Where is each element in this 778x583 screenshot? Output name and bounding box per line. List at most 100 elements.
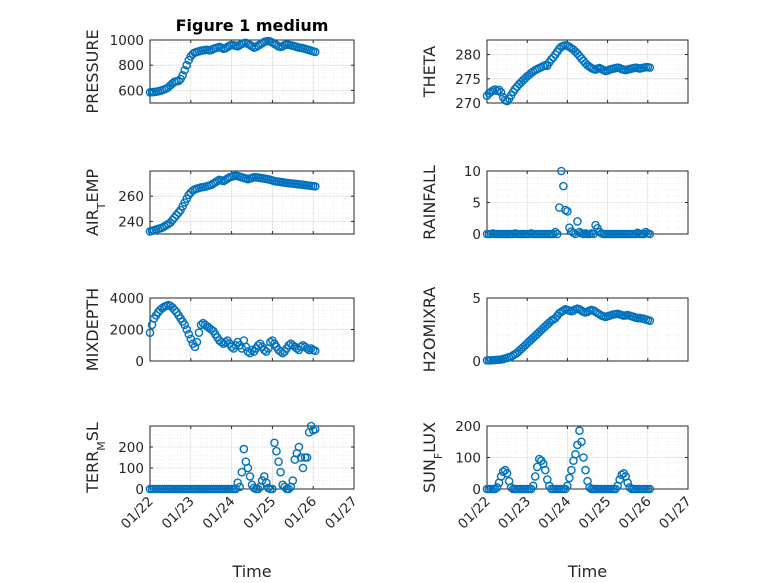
data-point bbox=[565, 473, 574, 483]
axes-box bbox=[486, 39, 689, 104]
data-point bbox=[559, 181, 568, 191]
data-point bbox=[563, 481, 572, 491]
y-axis-label: PRESSURE bbox=[83, 29, 102, 113]
series-points bbox=[482, 304, 655, 365]
data-point bbox=[170, 213, 179, 222]
y-tick-label: 280 bbox=[455, 48, 481, 64]
data-point bbox=[310, 424, 320, 434]
data-point bbox=[645, 63, 655, 72]
data-point bbox=[490, 484, 500, 494]
y-tick-label: 200 bbox=[118, 440, 144, 456]
data-point bbox=[247, 345, 257, 355]
x-axis-label: Time bbox=[567, 562, 607, 581]
data-point bbox=[573, 217, 582, 226]
data-point bbox=[296, 453, 306, 462]
y-tick-label: 240 bbox=[118, 214, 144, 230]
y-tick-label: 270 bbox=[455, 96, 481, 112]
data-point bbox=[575, 426, 584, 436]
data-point bbox=[190, 342, 200, 352]
data-point bbox=[494, 85, 504, 95]
data-point bbox=[192, 337, 202, 347]
y-tick-label: 5 bbox=[472, 196, 481, 212]
subplot-6: 0 5 H2OMIXRA bbox=[420, 287, 689, 372]
data-point bbox=[571, 229, 580, 239]
data-point bbox=[261, 478, 271, 488]
data-point bbox=[184, 329, 194, 339]
data-point bbox=[540, 465, 550, 475]
x-tick-label: 01/22 bbox=[118, 494, 157, 533]
data-point bbox=[557, 166, 566, 176]
subplot-2: 270 275 280 THETA bbox=[420, 39, 689, 112]
subplot-8: 0 100 200 SUNFLUX 01/22 01/23 01/24 01/25 01/26 0… bbox=[420, 419, 695, 581]
data-point bbox=[217, 337, 226, 347]
y-tick-label: 100 bbox=[455, 451, 481, 467]
data-point bbox=[310, 346, 320, 356]
data-point bbox=[294, 442, 304, 452]
data-point bbox=[302, 453, 312, 462]
data-point bbox=[492, 483, 502, 492]
data-point bbox=[178, 70, 187, 80]
data-point bbox=[272, 446, 281, 456]
data-point bbox=[579, 453, 588, 462]
data-point bbox=[166, 218, 175, 227]
data-point bbox=[304, 345, 314, 355]
y-tick-label: 260 bbox=[118, 189, 144, 205]
x-tick-label: 01/22 bbox=[455, 494, 494, 533]
y-axis-label: TERRMSL bbox=[83, 422, 108, 494]
data-point bbox=[172, 210, 181, 220]
data-point bbox=[528, 481, 538, 491]
data-point bbox=[257, 476, 267, 485]
data-point bbox=[182, 60, 192, 70]
data-point bbox=[276, 467, 285, 477]
data-point bbox=[253, 340, 263, 350]
y-axis-label: THETA bbox=[420, 46, 439, 98]
y-tick-label: 800 bbox=[118, 58, 144, 74]
data-point bbox=[577, 437, 586, 447]
y-tick-label: 600 bbox=[118, 83, 144, 99]
series-points bbox=[482, 166, 655, 239]
x-tick-label: 01/26 bbox=[281, 494, 320, 533]
data-point bbox=[239, 444, 249, 454]
data-point bbox=[496, 88, 506, 97]
y-axis-label: AIRTEMP bbox=[83, 169, 108, 236]
data-point bbox=[233, 478, 243, 488]
x-tick-label: 01/27 bbox=[322, 494, 361, 533]
data-point bbox=[581, 465, 590, 475]
data-point bbox=[563, 207, 572, 216]
y-tick-label: 4000 bbox=[110, 291, 144, 307]
x-tick-label: 01/23 bbox=[495, 494, 534, 533]
data-point bbox=[310, 47, 320, 57]
series-points bbox=[482, 41, 655, 106]
data-point bbox=[571, 450, 580, 459]
data-point bbox=[284, 484, 294, 494]
data-point bbox=[298, 463, 308, 473]
y-tick-label: 0 bbox=[135, 482, 144, 498]
data-point bbox=[288, 476, 298, 485]
plot-background bbox=[150, 426, 354, 489]
subplot-7: 0 100 200 TERRMSL 01/22 01/23 01/24 01/25 01/26 0… bbox=[83, 421, 361, 581]
data-point bbox=[553, 229, 562, 239]
data-point bbox=[502, 468, 512, 478]
y-tick-label: 200 bbox=[455, 419, 481, 435]
subplot-1: 600 800 1000 PRESSURE Figure 1 medium bbox=[83, 16, 355, 114]
subplot-3: 240 260 AIRTEMP bbox=[83, 169, 355, 236]
data-point bbox=[194, 328, 204, 337]
data-point bbox=[221, 337, 230, 347]
data-point bbox=[245, 472, 255, 481]
y-tick-label: 100 bbox=[118, 461, 144, 477]
data-point bbox=[498, 467, 508, 476]
data-point bbox=[174, 208, 183, 217]
plot-background bbox=[487, 40, 688, 103]
y-tick-label: 0 bbox=[135, 354, 144, 370]
data-point bbox=[235, 482, 245, 492]
data-point bbox=[625, 483, 635, 492]
data-point bbox=[145, 328, 155, 337]
data-point bbox=[645, 484, 655, 494]
data-point bbox=[549, 229, 558, 239]
data-point bbox=[623, 478, 633, 488]
series-points bbox=[145, 36, 320, 97]
x-tick-label: 01/24 bbox=[200, 494, 239, 533]
x-tick-label: 01/25 bbox=[240, 494, 279, 533]
series-points bbox=[145, 300, 320, 358]
data-point bbox=[502, 96, 512, 106]
